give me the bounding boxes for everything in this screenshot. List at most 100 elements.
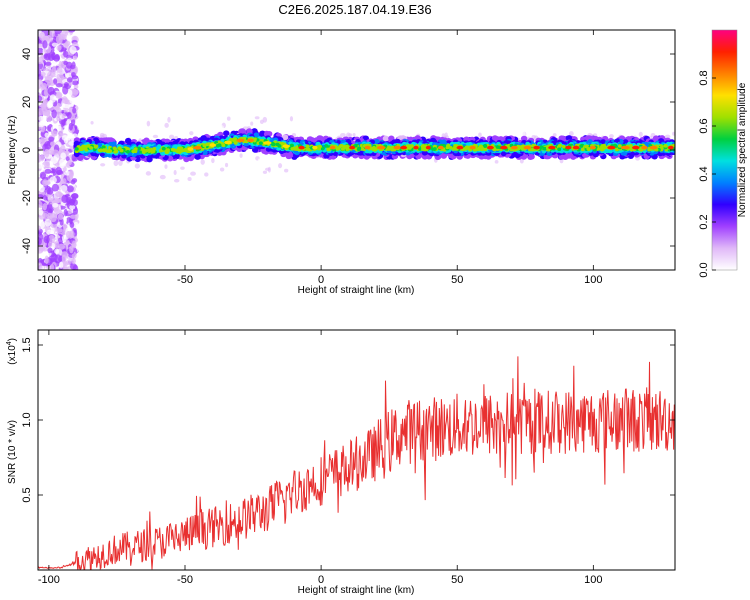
heatmap-cell (60, 185, 68, 193)
heatmap-cell (609, 134, 614, 139)
heatmap-cell (69, 221, 75, 228)
spectrogram-heatmap (38, 30, 675, 270)
heatmap-cell (46, 185, 51, 195)
heatmap-cell (38, 153, 41, 163)
heatmap-cell (63, 50, 69, 58)
heatmap-cell (43, 235, 50, 244)
heatmap-cell (42, 179, 48, 186)
heatmap-cell (44, 132, 49, 138)
heatmap-cell (38, 244, 44, 249)
heatmap-cell (494, 160, 499, 164)
heatmap-cell (262, 170, 268, 174)
heatmap-cell (43, 52, 51, 61)
heatmap-cell (53, 78, 58, 85)
heatmap-cell (173, 170, 177, 176)
heatmap-cell (250, 121, 254, 126)
heatmap-cell (71, 89, 79, 95)
heatmap-cell (61, 194, 68, 204)
heatmap-cell (38, 163, 45, 169)
heatmap-cell (38, 147, 43, 152)
heatmap-cell (111, 172, 117, 177)
heatmap-cell (63, 266, 69, 270)
heatmap-cell (552, 133, 557, 137)
heatmap-cell (44, 168, 52, 174)
heatmap-cell (159, 174, 166, 180)
heatmap-cell (244, 142, 249, 147)
heatmap-cell (46, 82, 55, 87)
heatmap-cell (97, 142, 103, 148)
heatmap-cell (49, 263, 55, 270)
heatmap-cell (51, 149, 59, 156)
heatmap-cell (61, 113, 66, 119)
heatmap-cell (143, 137, 150, 144)
heatmap-cell (38, 95, 43, 103)
heatmap-cell (61, 251, 69, 258)
heatmap-cell (113, 160, 119, 167)
heatmap-cell (650, 158, 655, 164)
heatmap-cell (53, 55, 61, 62)
heatmap-cell (69, 198, 76, 206)
heatmap-cell (69, 204, 76, 210)
heatmap-cell (59, 158, 66, 167)
heatmap-cell (71, 193, 79, 200)
heatmap-cell (238, 128, 245, 135)
heatmap-cell (50, 141, 56, 147)
heatmap-cell (71, 72, 76, 78)
heatmap-cell (50, 156, 59, 164)
heatmap-cell (54, 30, 62, 35)
heatmap-cell (47, 247, 53, 254)
heatmap-cell (48, 136, 55, 142)
heatmap-cell (38, 262, 43, 269)
heatmap-cell (67, 89, 73, 97)
heatmap-cell (478, 132, 482, 138)
heatmap-cell (187, 155, 195, 162)
heatmap-cell (246, 128, 253, 135)
heatmap-cell (226, 116, 231, 121)
heatmap-cell (38, 56, 44, 65)
heatmap-cell (47, 86, 55, 96)
heatmap-cell (152, 134, 159, 139)
heatmap-cell (285, 113, 290, 120)
heatmap-cell (254, 116, 260, 120)
heatmap-cell (55, 92, 62, 99)
heatmap-cell (638, 131, 643, 138)
heatmap-cell (189, 131, 194, 136)
heatmap-cell (52, 202, 59, 208)
heatmap-cell (491, 135, 499, 142)
heatmap-cell (219, 167, 225, 172)
heatmap-cell (51, 183, 60, 192)
heatmap-cell (63, 81, 69, 88)
heatmap-cell (140, 167, 145, 173)
heatmap-cell (77, 125, 82, 131)
heatmap-cell (672, 131, 675, 136)
heatmap-cell (59, 218, 64, 226)
heatmap-cell (49, 176, 57, 184)
heatmap-cell (531, 135, 536, 139)
heatmap-cell (100, 163, 106, 167)
heatmap-cell (42, 110, 51, 117)
heatmap-cell (123, 134, 130, 139)
heatmap-cell (310, 159, 315, 165)
heatmap-cell (64, 170, 71, 176)
heatmap-cell (56, 169, 64, 176)
heatmap-cell (118, 160, 123, 166)
heatmap-cell (61, 234, 67, 243)
heatmap-cell (66, 111, 72, 119)
heatmap-cell (71, 133, 78, 138)
heatmap-cell (286, 151, 293, 158)
heatmap-cell (62, 104, 70, 109)
heatmap-cell (141, 117, 147, 123)
heatmap-cell (66, 133, 72, 141)
heatmap-cell (622, 159, 628, 163)
heatmap-cell (66, 77, 73, 83)
heatmap-cell (599, 132, 605, 136)
heatmap-cell (71, 240, 77, 249)
heatmap-cell (43, 87, 49, 97)
heatmap-cell (565, 135, 573, 141)
heatmap-cell (44, 140, 52, 150)
heatmap-cell (167, 116, 171, 123)
heatmap-cell (54, 254, 63, 264)
heatmap-cell (44, 218, 52, 227)
heatmap-cell (400, 130, 404, 137)
